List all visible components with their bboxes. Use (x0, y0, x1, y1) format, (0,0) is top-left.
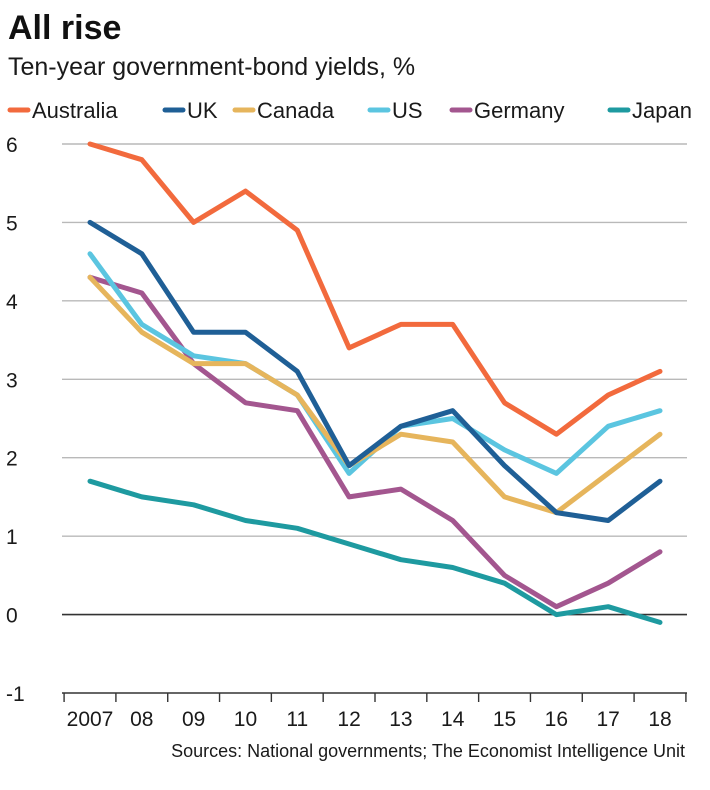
y-tick-label: 4 (6, 291, 18, 314)
y-tick-label: 1 (6, 526, 18, 549)
series-line-us (87, 251, 663, 476)
y-tick-label: 0 (6, 605, 18, 628)
legend-label: UK (187, 98, 218, 123)
x-tick-label: 08 (130, 708, 153, 731)
x-tick-label: 18 (648, 708, 671, 731)
legend-label: Australia (32, 98, 118, 123)
chart-subtitle: Ten-year government-bond yields, % (8, 53, 415, 81)
x-tick-label: 16 (545, 708, 568, 731)
series-lines (87, 141, 663, 625)
x-tick-label: 10 (234, 708, 257, 731)
y-tick-label: 6 (6, 134, 18, 157)
legend-label: Japan (632, 98, 692, 123)
series-line-japan (87, 478, 663, 625)
chart-title: All rise (8, 9, 121, 47)
x-tick-label: 09 (182, 708, 205, 731)
series-line-australia (87, 141, 663, 437)
legend-label: US (392, 98, 423, 123)
series-line-canada (87, 274, 663, 516)
x-tick-label: 13 (389, 708, 412, 731)
legend-item-uk: UK (162, 98, 218, 123)
source-note: Sources: National governments; The Econo… (171, 741, 685, 761)
legend-label: Canada (257, 98, 335, 123)
legend-label: Germany (474, 98, 564, 123)
x-tick-label: 2007 (67, 708, 114, 731)
series-line-uk (87, 219, 663, 523)
x-tick-label: 12 (337, 708, 360, 731)
legend-item-australia: Australia (7, 98, 118, 123)
x-tick-label: 11 (286, 708, 308, 731)
y-tick-label: -1 (6, 683, 25, 706)
legend-item-canada: Canada (232, 98, 335, 123)
x-tick-label: 17 (597, 708, 620, 731)
legend: Australia UK Canada US Germany Japan (7, 98, 692, 123)
legend-item-us: US (367, 98, 423, 123)
x-tick-label: 15 (493, 708, 516, 731)
y-tick-label: 5 (6, 212, 18, 235)
x-tick-label: 14 (441, 708, 465, 731)
gridlines (62, 143, 687, 616)
y-axis-ticks: 6 5 4 3 2 1 0 -1 (6, 134, 25, 706)
x-axis: 2007 08 09 10 11 12 13 14 15 16 17 18 (62, 692, 687, 731)
legend-item-germany: Germany (449, 98, 564, 123)
y-tick-label: 2 (6, 448, 18, 471)
series-line-germany (87, 274, 663, 610)
legend-item-japan: Japan (607, 98, 692, 123)
y-tick-label: 3 (6, 369, 18, 392)
